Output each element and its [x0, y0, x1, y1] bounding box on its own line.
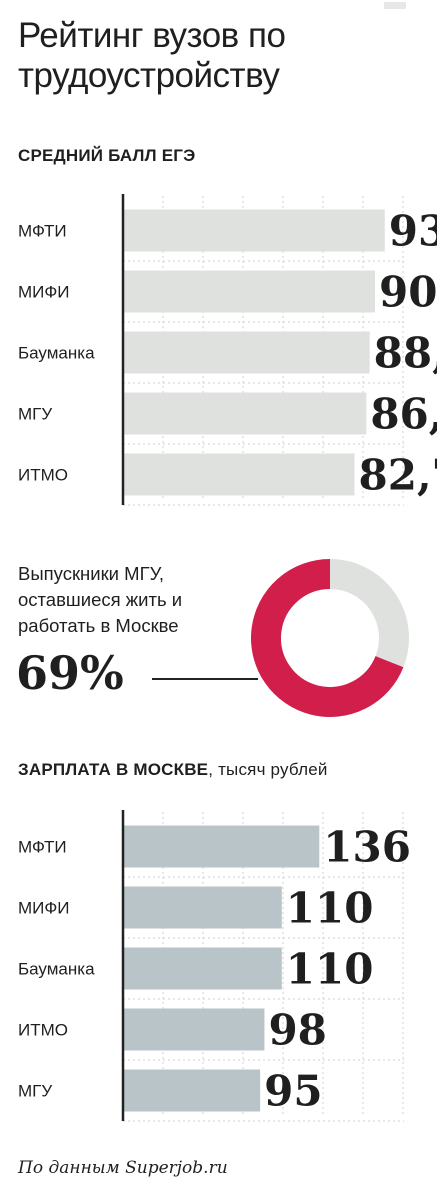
salary-bar: [123, 1008, 265, 1051]
ege-value-label: 90: [379, 268, 437, 317]
donut-description: Выпускники МГУ, оставшиеся жить и работа…: [18, 563, 183, 636]
salary-label-bold: ЗАРПЛАТА В МОСКВЕ: [18, 760, 209, 779]
salary-value-label: 95: [264, 1067, 322, 1116]
salary-category-label: ИТМО: [18, 1021, 68, 1040]
ege-bar: [123, 209, 385, 252]
ege-bar: [123, 453, 355, 496]
ege-value-label: 93,5: [389, 207, 437, 256]
salary-category-label: Бауманка: [18, 960, 95, 979]
donut-percent-label: 69%: [16, 646, 124, 700]
ege-bar: [123, 270, 375, 313]
salary-bar: [123, 886, 282, 929]
ege-category-label: МГУ: [18, 405, 52, 424]
salary-value-label: 110: [286, 884, 374, 933]
donut-chart: [251, 559, 409, 717]
salary-value-label: 136: [323, 823, 411, 872]
page-title: Рейтинг вузов по трудоустройству: [18, 16, 286, 95]
ege-section-label: СРЕДНИЙ БАЛЛ ЕГЭ: [18, 146, 196, 165]
salary-bar: [123, 947, 282, 990]
salary-section-label: ЗАРПЛАТА В МОСКВЕ, тысяч рублей: [18, 760, 328, 780]
salary-bar: [123, 825, 320, 868]
ege-category-label: МФТИ: [18, 222, 67, 241]
salary-value-label: 110: [286, 945, 374, 994]
salary-label-rest: , тысяч рублей: [208, 760, 328, 779]
ege-bar: [123, 392, 367, 435]
donut-slice-rest: [329, 559, 409, 668]
ege-value-label: 88,1: [374, 329, 437, 378]
ege-bar: [123, 331, 370, 374]
donut-slice-moscow: [251, 559, 404, 717]
salary-category-label: МФТИ: [18, 838, 67, 857]
salary-value-label: 98: [268, 1006, 326, 1055]
ege-value-label: 86,9: [370, 390, 437, 439]
ege-category-label: Бауманка: [18, 344, 95, 363]
ege-category-label: МИФИ: [18, 283, 70, 302]
watermark: [384, 2, 406, 9]
salary-bar: [123, 1069, 261, 1112]
donut-leader-line: [152, 678, 258, 680]
ege-value-label: 82,7: [359, 451, 437, 500]
salary-bar-chart: МФТИ 136 МИФИ 110 Бауманка 110 ИТМО 98 МГУ 95: [18, 810, 411, 1122]
source-note: По данным Superjob.ru: [18, 1158, 228, 1178]
ege-bar-chart: МФТИ 93,5 МИФИ 90 Бауманка 88,1 МГУ 86,9 ИТМО 82,…: [18, 194, 437, 506]
salary-category-label: МИФИ: [18, 899, 70, 918]
salary-category-label: МГУ: [18, 1082, 52, 1101]
ege-category-label: ИТМО: [18, 466, 68, 485]
